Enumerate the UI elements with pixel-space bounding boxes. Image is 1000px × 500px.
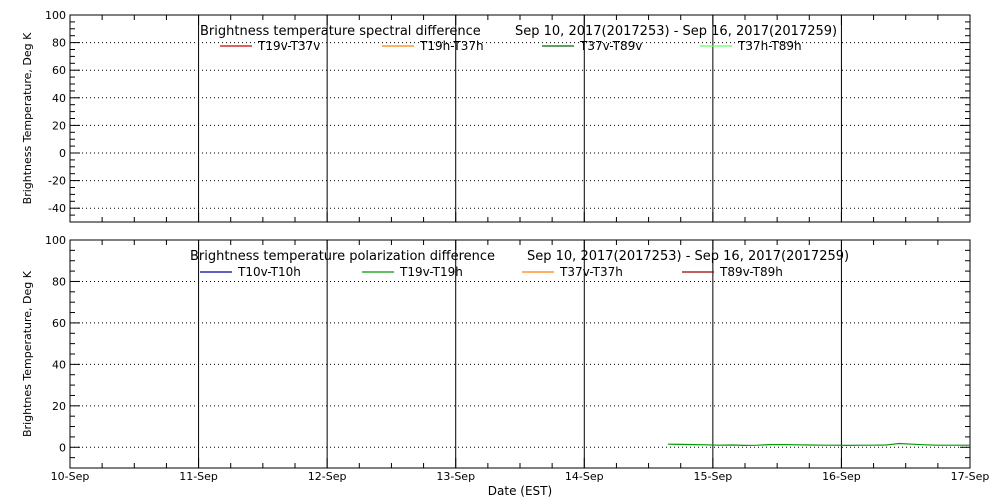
y-tick-label: 80: [52, 37, 66, 50]
y-tick-label: 20: [52, 119, 66, 132]
y-tick-label: -20: [48, 175, 66, 188]
y-tick-label: 100: [45, 9, 66, 22]
x-tick-label: 13-Sep: [436, 470, 475, 483]
plot-frame: [69, 239, 971, 469]
legend-entry: T37v-T89v: [579, 39, 642, 53]
legend-entry: T19v-T37v: [257, 39, 320, 53]
chart-title: Brightness temperature polarization diff…: [190, 249, 495, 264]
date-range-label: Sep 10, 2017(2017253) - Sep 16, 2017(201…: [527, 249, 849, 264]
x-tick-label: 17-Sep: [951, 470, 990, 483]
spectral-difference-panel: -40 -20 0 20 40 60 80 100 Brightness Temperature…: [21, 9, 971, 223]
legend-entry: T37h-T89h: [737, 39, 802, 53]
x-tick-label: 14-Sep: [565, 470, 604, 483]
legend-entry: T10v-T10h: [237, 265, 301, 279]
y-tick-label: 0: [59, 147, 66, 160]
y-tick-label: 40: [52, 92, 66, 105]
date-range-label: Sep 10, 2017(2017253) - Sep 16, 2017(201…: [515, 24, 837, 39]
x-tick-label: 12-Sep: [308, 470, 347, 483]
y-axis-label: Brightnes Temperature, Deg K: [21, 270, 34, 437]
chart-title: Brightness temperature spectral differen…: [200, 24, 481, 39]
y-tick-label: -40: [48, 202, 66, 215]
y-tick-label: 20: [52, 400, 66, 413]
x-axis-label: Date (EST): [488, 484, 552, 498]
date-axis: 10-Sep 11-Sep 12-Sep 13-Sep 14-Sep 15-Sep 16-S…: [51, 470, 990, 498]
y-axis-label: Brightness Temperature, Deg K: [21, 32, 34, 204]
polarization-difference-panel: 0 20 40 60 80 100 Brightnes Temperature, Deg K…: [21, 234, 971, 469]
y-tick-label: 80: [52, 275, 66, 288]
legend-entry: T19v-T19h: [399, 265, 463, 279]
x-tick-label: 10-Sep: [51, 470, 90, 483]
y-tick-label: 100: [45, 234, 66, 247]
y-tick-label: 0: [59, 441, 66, 454]
y-tick-label: 60: [52, 64, 66, 77]
x-tick-label: 15-Sep: [694, 470, 733, 483]
x-tick-label: 11-Sep: [179, 470, 218, 483]
legend-entry: T37v-T37h: [559, 265, 623, 279]
x-tick-label: 16-Sep: [822, 470, 861, 483]
y-tick-label: 60: [52, 317, 66, 330]
legend-entry: T19h-T37h: [419, 39, 484, 53]
plot-frame: [69, 14, 971, 223]
series-line: [667, 442, 970, 447]
legend-entry: T89v-T89h: [719, 265, 783, 279]
y-tick-label: 40: [52, 358, 66, 371]
